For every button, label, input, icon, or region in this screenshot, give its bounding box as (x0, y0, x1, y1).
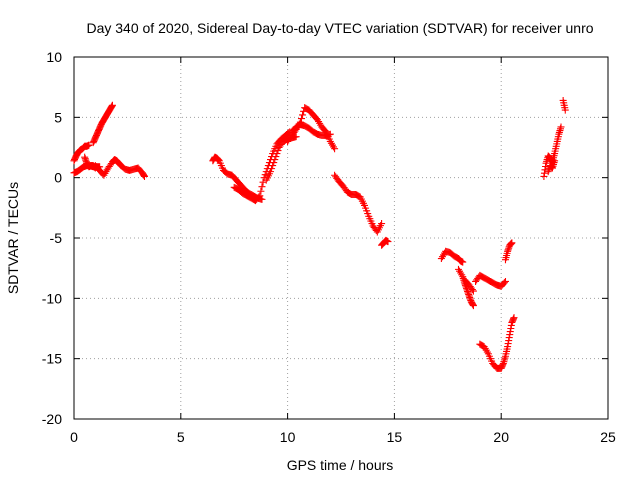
data-point (469, 302, 477, 310)
data-point-interp (257, 187, 265, 195)
data-point (267, 168, 275, 176)
x-tick-label: 10 (280, 429, 296, 445)
x-tick-label: 15 (387, 429, 403, 445)
data-point-interp (272, 153, 280, 161)
series-arc-5 (262, 133, 300, 184)
chart-title: Day 340 of 2020, Sidereal Day-to-day VTE… (86, 20, 593, 36)
series-arc-13 (476, 314, 518, 372)
data-point (501, 277, 509, 285)
data-point (510, 314, 518, 322)
data-point (108, 101, 116, 109)
data-point-interp (273, 150, 281, 158)
series-arc-10 (454, 265, 477, 310)
data-point (331, 145, 339, 153)
y-axis-label: SDTVAR / TECUs (5, 182, 21, 294)
data-point (508, 239, 516, 247)
y-tick-label: -10 (42, 290, 62, 306)
data-point-interp (258, 183, 266, 191)
data-point (561, 106, 569, 114)
data-point (271, 156, 279, 164)
data-point (557, 123, 565, 131)
x-tick-label: 20 (493, 429, 509, 445)
data-point (459, 258, 467, 266)
axis-ticks: 0 5 10 15 20 25 10 5 0 -5 -10 -15 -20 (42, 49, 616, 445)
data-point-interp (297, 115, 305, 123)
series-arc-7 (288, 121, 334, 139)
data-point (551, 157, 559, 165)
y-tick-label: 5 (54, 109, 62, 125)
series-arc-10b (461, 276, 477, 295)
series-arc-15 (544, 157, 559, 176)
data-point (384, 238, 392, 246)
y-tick-label: -20 (42, 411, 62, 427)
data-point (469, 287, 477, 295)
data-point-interp (270, 159, 278, 167)
data-point (256, 192, 264, 200)
data-point-interp (269, 162, 277, 170)
x-tick-label: 25 (600, 429, 616, 445)
y-tick-label: 10 (46, 49, 62, 65)
data-point-interp (255, 193, 263, 201)
data-point-interp (468, 286, 476, 294)
y-tick-label: -5 (50, 230, 63, 246)
y-tick-label: 0 (54, 170, 62, 186)
x-tick-label: 5 (177, 429, 185, 445)
series-arc-4 (230, 128, 294, 205)
series-arc-1c (89, 101, 116, 147)
data-point (85, 141, 93, 149)
series-arc-8 (331, 171, 386, 236)
data-point (140, 172, 148, 180)
grid (74, 57, 608, 419)
x-axis-label: GPS time / hours (287, 457, 394, 473)
series-arc-8b (378, 236, 392, 249)
data-point-interp (274, 147, 282, 155)
data-point (326, 130, 334, 138)
series-arc-2 (91, 156, 148, 180)
data-point-interp (500, 279, 508, 287)
series-arc-16 (559, 96, 569, 114)
y-tick-label: -15 (42, 351, 62, 367)
data-point-interp (299, 111, 307, 119)
x-tick-label: 0 (70, 429, 78, 445)
series-arc-12 (501, 239, 516, 264)
data-points (70, 96, 569, 372)
series-arc-11 (472, 271, 509, 290)
data-point-interp (268, 165, 276, 173)
series-arc-9 (437, 247, 467, 266)
series-arc-1a (70, 141, 93, 165)
data-point (378, 220, 386, 228)
